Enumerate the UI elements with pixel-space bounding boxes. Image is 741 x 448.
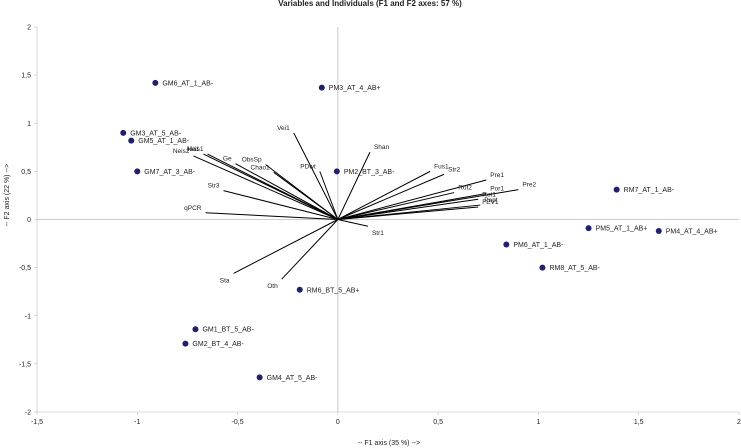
variable-vector: [205, 212, 338, 220]
individual-point: [128, 137, 135, 144]
variable-vector: [223, 190, 338, 220]
variable-label: PDwt: [300, 163, 316, 170]
variable-label: Chao1: [251, 164, 271, 171]
individual-label: GM5_AT_1_AB-: [138, 138, 190, 145]
variable-label: ObsSp: [242, 157, 262, 164]
variable-label: Vei1: [277, 125, 290, 132]
individual-label: RM7_AT_1_AB-: [624, 187, 675, 194]
variable-label: Str3: [208, 183, 220, 190]
variable-label: Pre2: [522, 182, 536, 189]
y-tick-label: 0,5: [21, 169, 31, 176]
x-tick-label: -1,5: [31, 419, 43, 426]
variable-vector: [233, 219, 339, 274]
variable-label: Pre1: [490, 172, 504, 179]
y-tick-label: 2: [27, 25, 31, 32]
individual-point: [256, 374, 263, 381]
individual-label: GM6_AT_1_AB-: [162, 80, 214, 87]
individual-label: GM3_AT_5_AB-: [130, 130, 182, 137]
individual-label: PM6_AT_1_AB-: [513, 242, 564, 249]
x-tick-label: 1: [536, 419, 540, 426]
individual-label: PM5_AT_1_AB+: [596, 226, 648, 233]
variable-label: Pept: [484, 197, 498, 204]
individual-point: [333, 168, 340, 175]
x-tick-label: 0,5: [433, 419, 443, 426]
variable-vector: [207, 153, 339, 220]
y-tick-label: 1: [27, 121, 31, 128]
x-tick-label: 2: [737, 419, 741, 426]
variable-vector: [273, 171, 339, 220]
individual-point: [152, 79, 159, 86]
x-tick-label: 0: [336, 419, 340, 426]
variable-label: Por1: [490, 186, 504, 193]
variable-label: Neis1: [187, 146, 204, 153]
variable-vector: [337, 219, 369, 227]
variable-label: Ge: [223, 156, 232, 163]
x-tick-label: -1: [134, 419, 140, 426]
individual-label: PM4_AT_4_AB+: [666, 229, 718, 236]
individual-label: RM6_BT_5_AB+: [307, 287, 360, 294]
variable-label: Neis2: [173, 148, 190, 155]
individual-point: [296, 286, 303, 293]
individual-point: [655, 228, 662, 235]
variable-vector: [337, 206, 479, 220]
y-axis-label: -- F2 axis (22 %) -->: [4, 164, 11, 226]
individual-point: [318, 84, 325, 91]
variable-vector: [337, 179, 487, 220]
variable-vector: [235, 163, 339, 220]
x-tick-label: 1,5: [634, 419, 644, 426]
individual-label: RM8_AT_5_AB-: [549, 265, 600, 272]
individual-label: GM1_BT_5_AB-: [202, 327, 254, 334]
variable-label: Shan: [374, 144, 390, 151]
individual-point: [539, 264, 546, 271]
x-axis-label: -- F1 axis (35 %) -->: [358, 440, 420, 447]
variable-vector: [319, 171, 339, 220]
variable-vector: [337, 170, 431, 220]
y-tick-label: -2: [25, 410, 31, 417]
individual-point: [613, 186, 620, 193]
individual-point: [120, 129, 127, 136]
variable-label: Str2: [448, 166, 460, 173]
variable-vector: [293, 132, 339, 220]
individual-point: [585, 225, 592, 232]
individual-label: GM2_BT_4_AB-: [192, 341, 244, 348]
variable-label: Sta: [220, 277, 230, 284]
individual-point: [134, 168, 141, 175]
variable-vector: [337, 192, 455, 220]
variable-vector: [337, 173, 445, 220]
variable-label: Oth: [267, 283, 278, 290]
y-tick-label: -0,5: [19, 265, 31, 272]
individual-label: GM7_AT_3_AB-: [144, 169, 196, 176]
variable-vector: [337, 189, 519, 220]
variable-vector: [337, 151, 371, 220]
individual-point: [503, 241, 510, 248]
variable-vector: [193, 155, 339, 220]
variable-label: Rot2: [458, 185, 472, 192]
y-tick-label: 0: [27, 217, 31, 224]
y-tick-label: -1: [25, 313, 31, 320]
individual-label: PM2_BT_3_AB-: [344, 169, 395, 176]
variable-label: Ha1: [188, 146, 200, 153]
axes: -1,5 -1 -0,5 0 0,5 1 1,5 221,510,50-0,5-1-1,5-2: [19, 25, 741, 427]
y-tick-label: -1,5: [19, 361, 31, 368]
individual-point: [192, 326, 199, 333]
individual-label: PM3_AT_4_AB+: [329, 85, 381, 92]
variable-label: FEV1: [482, 199, 499, 206]
variable-label: Fus1: [434, 163, 449, 170]
variable-label: Str1: [372, 230, 384, 237]
individual-label: GM4_AT_5_AB-: [267, 375, 319, 382]
x-tick-label: -0,5: [232, 419, 244, 426]
individual-point: [182, 340, 189, 347]
variable-vector: [281, 219, 339, 280]
variable-label: qPCR: [184, 205, 202, 212]
chart-title: Variables and Individuals (F1 and F2 axe…: [278, 0, 462, 8]
y-tick-label: 1,5: [21, 73, 31, 80]
individual-points: GM6_AT_1_AB- PM3_AT_4_AB+ GM3_AT_5_AB-GM5_…: [120, 79, 718, 382]
